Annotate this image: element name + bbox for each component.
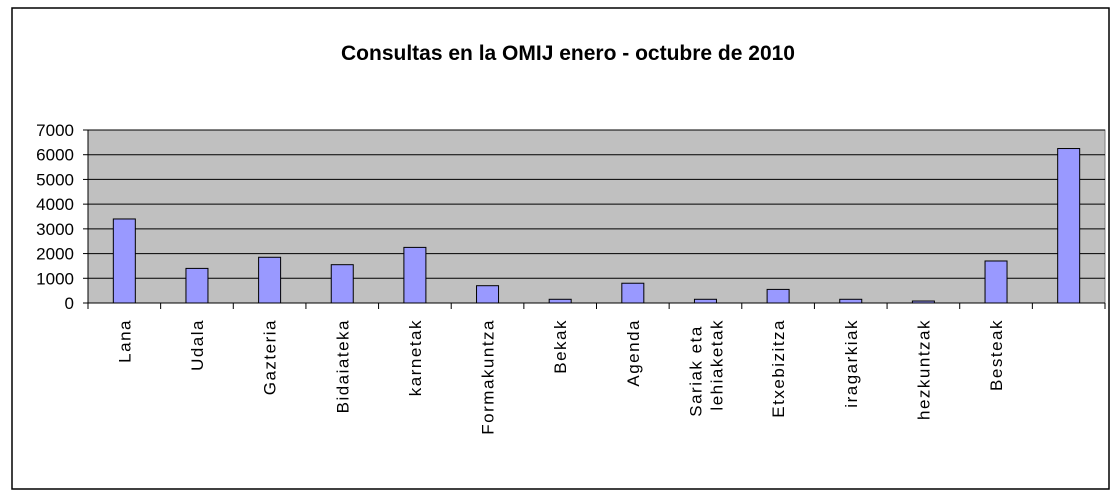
y-tick-label: 5000 (36, 170, 74, 189)
bar (330, 264, 354, 304)
chart-title: Consultas en la OMIJ enero - octubre de … (341, 42, 795, 65)
bar (403, 246, 427, 304)
bar (984, 260, 1008, 304)
y-tick-label: 7000 (36, 121, 74, 140)
y-tick-label: 3000 (36, 220, 74, 239)
y-tick-label: 1000 (36, 269, 74, 288)
x-tick-label: Bekak (551, 319, 570, 374)
x-tick-label: iragarkiak (842, 319, 861, 408)
x-tick-label: Gazteria (261, 319, 280, 395)
x-tick-label: Lana (115, 319, 134, 363)
x-tick-label: hezkuntzak (914, 319, 933, 420)
bar (1057, 148, 1081, 304)
y-tick-label: 6000 (36, 146, 74, 165)
x-tick-label: Agenda (624, 319, 643, 387)
bar (693, 298, 717, 304)
bar (621, 282, 645, 304)
x-tick-label: Sariak eta lehiaketak (686, 319, 726, 417)
y-tick-label: 2000 (36, 245, 74, 264)
bar (911, 300, 935, 304)
x-tick-label: Udala (188, 319, 207, 371)
y-tick-label: 0 (65, 294, 74, 313)
bar (839, 298, 863, 304)
bar (258, 256, 282, 304)
y-tick-label: 4000 (36, 195, 74, 214)
x-tick-label: Bidaiateka (333, 319, 352, 413)
x-tick-label: Formakuntza (479, 319, 498, 435)
bar (112, 218, 136, 304)
x-tick-label: karnetak (406, 319, 425, 396)
bar (766, 288, 790, 304)
x-tick-label: Etxebizitza (769, 319, 788, 418)
bar (185, 267, 209, 304)
x-tick-label: Besteak (987, 319, 1006, 391)
plot-area (87, 129, 1106, 304)
bar (476, 285, 500, 304)
bar (548, 298, 572, 304)
